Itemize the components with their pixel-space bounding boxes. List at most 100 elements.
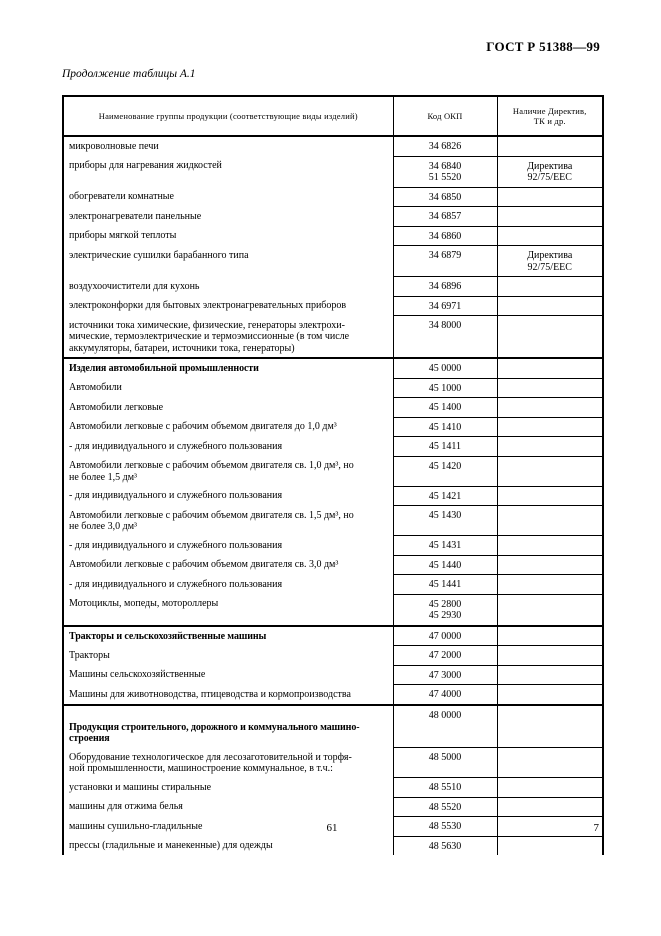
product-table-head: Наименование группы продукции (соответст… [62,95,604,137]
okp-code-cell: 48 5000 [392,747,498,778]
table-row: машины сушильно-гладильные 48 5530 [62,816,604,837]
product-name-cell: Машины для животноводства, птицеводства … [62,684,394,705]
directive-cell [496,835,604,855]
directive-cell [496,554,604,575]
table-row: - для индивидуального и служебного польз… [62,436,604,457]
table-row: Мотоциклы, мопеды, мотороллеры 45 2800 45… [62,593,604,626]
table-row: Автомобили легковые с рабочим объемом дв… [62,554,604,575]
directive-cell [496,295,604,316]
table-row: Автомобили 45 1000 [62,377,604,398]
section-row: Изделия автомобильной промышленности 45 0… [62,357,604,379]
table-row: машины для отжима белья 48 5520 [62,796,604,817]
okp-code-cell: 34 6826 [392,135,498,157]
okp-code-cell: 45 1421 [392,485,498,506]
product-name-cell: электроконфорки для бытовых электронагре… [62,296,394,316]
product-name-cell: установки и машины стиральные [62,777,394,797]
product-name-cell: прессы (гладильные и манекенные) для оде… [62,836,394,855]
directive-cell [496,455,604,487]
table-row: воздухоочистители для кухонь 34 6896 [62,276,604,297]
directive-cell [496,315,604,359]
directive-cell [496,377,604,398]
okp-code-cell: 45 1430 [392,505,498,536]
table-row: источники тока химические, физические, г… [62,315,604,359]
product-table: Наименование группы продукции (соответст… [62,95,604,855]
directive-cell [496,436,604,457]
product-name-cell: Автомобили легковые с рабочим объемом дв… [62,456,394,486]
table-row: обогреватели комнатные 34 6850 [62,186,604,207]
col-header-name: Наименование группы продукции (соответст… [62,95,394,137]
table-row: - для индивидуального и служебного польз… [62,574,604,595]
product-name-cell: Автомобили легковые с рабочим объемом дв… [62,417,394,437]
col-header-code: Код ОКП [392,95,498,137]
okp-code-cell: 48 5510 [392,777,498,798]
okp-code-cell: 34 6896 [392,276,498,297]
table-row: электроконфорки для бытовых электронагре… [62,295,604,316]
okp-code-cell: 34 6860 [392,225,498,246]
product-name-cell: - для индивидуального и служебного польз… [62,436,394,456]
directive-cell [496,357,604,379]
okp-code-cell: 48 5520 [392,796,498,817]
okp-code-cell: 34 6850 [392,186,498,207]
directive-cell: Директива 92/75/EEC [496,155,604,188]
okp-code-cell: 45 1440 [392,554,498,575]
okp-code-cell: 48 5630 [392,835,498,855]
page-number-right: 7 [593,822,600,834]
directive-cell [496,624,604,646]
product-name-cell: - для индивидуального и служебного польз… [62,535,394,555]
directive-cell [496,135,604,157]
okp-code-cell: 34 8000 [392,315,498,359]
okp-code-cell: 45 1410 [392,416,498,437]
okp-code-cell: 45 1441 [392,574,498,595]
product-name-cell: приборы мягкой теплоты [62,226,394,246]
directive-cell [496,574,604,595]
col-header-directive: Наличие Директив, ТК и др. [496,95,604,137]
directive-cell [496,186,604,207]
product-table-body: микроволновые печи 34 6826 приборы для наг… [62,135,604,855]
directive-cell [496,703,604,748]
okp-code-cell: 34 6840 51 5520 [392,155,498,188]
product-name-cell: - для индивидуального и служебного польз… [62,486,394,506]
okp-code-cell: 45 0000 [392,357,498,379]
table-row: приборы для нагревания жидкостей 34 6840 … [62,155,604,188]
table-row: Машины сельскохозяйственные 47 3000 [62,664,604,685]
page-number-center: 61 [326,822,338,834]
table-row: - для индивидуального и служебного польз… [62,485,604,506]
directive-cell [496,206,604,227]
directive-cell [496,505,604,536]
product-name-cell: воздухоочистители для кухонь [62,276,394,296]
table-row: электрические сушилки барабанного типа 34… [62,245,604,277]
table-row: электронагреватели панельные 34 6857 [62,206,604,227]
product-name-cell: Тракторы [62,645,394,665]
table-row: Оборудование технологическое для лесозаг… [62,747,604,778]
product-name-cell: электронагреватели панельные [62,206,394,226]
product-name-cell: Продукция строительного, дорожного и ком… [62,703,394,748]
product-name-cell: Машины сельскохозяйственные [62,665,394,685]
product-name-cell: Оборудование технологическое для лесозаг… [62,747,394,778]
table-row: микроволновые печи 34 6826 [62,135,604,157]
directive-cell [496,796,604,817]
directive-cell [496,777,604,798]
product-name-cell: машины для отжима белья [62,797,394,817]
directive-cell [496,485,604,506]
okp-code-cell: 34 6879 [392,245,498,277]
okp-code-cell: 45 1431 [392,535,498,556]
okp-code-cell: 45 2800 45 2930 [392,593,498,626]
okp-code-cell: 34 6971 [392,295,498,316]
directive-cell [496,645,604,666]
table-row: - для индивидуального и служебного польз… [62,535,604,556]
product-name-cell: электрические сушилки барабанного типа [62,245,394,277]
table-row: Автомобили легковые с рабочим объемом дв… [62,505,604,536]
product-name-cell: Автомобили легковые [62,397,394,417]
table-row: Автомобили легковые с рабочим объемом дв… [62,455,604,487]
okp-code-cell: 47 3000 [392,664,498,685]
table-row: Тракторы 47 2000 [62,645,604,666]
directive-cell [496,593,604,626]
okp-code-cell: 45 1411 [392,436,498,457]
table-row: Автомобили легковые с рабочим объемом дв… [62,416,604,437]
directive-cell [496,684,604,705]
okp-code-cell: 48 0000 [392,703,498,748]
product-name-cell: Автомобили [62,378,394,398]
okp-code-cell: 45 1000 [392,377,498,398]
header-row: Наименование группы продукции (соответст… [62,95,604,137]
section-row: Продукция строительного, дорожного и ком… [62,703,604,748]
